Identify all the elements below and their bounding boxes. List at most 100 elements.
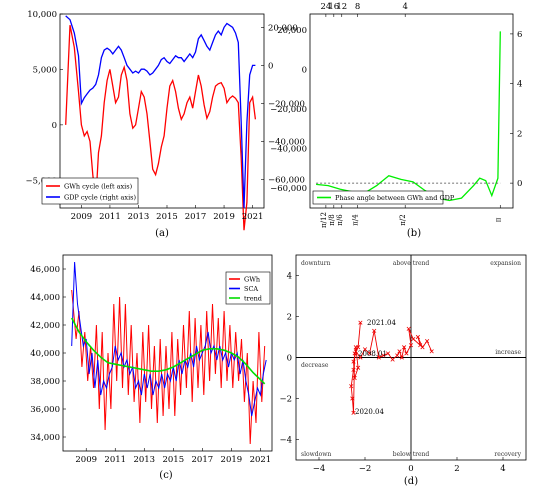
legend-label-phase-angle: Phase angle between GWh and GDP	[335, 194, 455, 202]
y-left-tick-label-0: 10,000	[27, 10, 57, 20]
panel-b-legend-box	[312, 190, 444, 205]
point-marker-stroke	[349, 384, 354, 389]
panel-a-series	[65, 15, 257, 231]
panel-d-axes	[296, 255, 526, 460]
point-marker-stroke	[402, 345, 407, 350]
legend-label-sca: SCA	[244, 285, 258, 293]
x-tick-label-2021: 2021	[242, 212, 264, 222]
point-marker-stroke	[385, 351, 391, 356]
point-marker-stroke	[429, 349, 434, 354]
c-x-tick-label-2011: 2011	[104, 455, 126, 465]
panel-a-x-ticks: 2009 2011 2013 2015 2017 2019 2021	[71, 205, 264, 222]
d-x-tick-label-3: 2	[454, 464, 459, 474]
d-y-tick-label-4: −4	[279, 436, 292, 446]
quadrant-label-mid-right: increase	[495, 349, 521, 356]
series-line-gwh	[71, 289, 266, 445]
panel-c-y-ticks: 46,000 44,000 42,000 40,000 38,000 36,000 34,0…	[30, 265, 66, 443]
trajectory-point	[381, 353, 386, 358]
trajectory-point	[399, 355, 404, 360]
point-marker-stroke	[376, 355, 381, 360]
d-x-tick-label-2: 0	[408, 464, 413, 474]
panel-b-y-ticks-left: 20,000 0 −20,000 −40,000 −60,000	[270, 26, 307, 194]
b-y-right-tick-label-2: 2	[517, 129, 522, 139]
point-marker-stroke	[397, 349, 402, 354]
panel-d-y-ticks: 4 2 0 −2 −4	[279, 272, 299, 446]
point-marker-stroke	[404, 351, 409, 356]
point-marker-stroke	[362, 347, 368, 352]
b-y-right-tick-label-4: 4	[517, 80, 522, 90]
panel-d-x-ticks: −4 −2 0 2 4	[313, 457, 506, 474]
trajectory-point	[356, 365, 361, 370]
d-x-tick-label-4: 4	[500, 464, 505, 474]
top-tick-label-16: 16	[328, 2, 339, 12]
b-y-left-tick-label-3: −40,000	[270, 145, 307, 155]
panel-d-series	[349, 320, 434, 415]
quadrant-label-bottom-right: recovery	[494, 451, 521, 458]
trajectory-point	[429, 349, 434, 354]
d-y-tick-label-0: 4	[287, 272, 292, 282]
panel-d: −4 −2 0 2 4 4 2 0 −2 −4 downturn above trend exp…	[279, 254, 527, 487]
panel-c-caption: (c)	[159, 470, 173, 481]
series-line-phase-angle-between-gwh-and-gdp	[316, 31, 501, 202]
c-x-tick-label-2015: 2015	[162, 455, 184, 465]
point-marker-stroke	[351, 367, 356, 372]
trajectory-point	[404, 351, 409, 356]
panel-d-quadrant-labels: downturn above trend expansion decrease …	[301, 260, 522, 458]
panel-b-frame	[309, 13, 514, 209]
panel-b-legend: Phase angle between GWh and GDP	[312, 190, 455, 205]
trajectory-point	[372, 328, 377, 333]
y-right-tick-label-4: −60,000	[268, 175, 305, 185]
c-y-tick-label-0: 46,000	[30, 265, 60, 275]
point-marker-stroke	[408, 343, 414, 348]
b-y-right-tick-label-6: 6	[517, 30, 522, 40]
panel-b-y-ticks-right: 6 4 2 0	[510, 30, 522, 189]
point-marker-stroke	[356, 345, 361, 350]
panel-a: 2009 2011 2013 2015 2017 2019 2021 10,000 5,000…	[26, 10, 305, 239]
trajectory-point	[397, 349, 402, 354]
y-right-tick-label-2: −20,000	[268, 99, 305, 109]
trajectory-point	[376, 355, 381, 360]
x-tick-label-2009: 2009	[71, 212, 93, 222]
bottom-tick-label-4: π/2	[399, 214, 407, 225]
point-marker-stroke	[372, 328, 377, 333]
annotation-2021-04: 2021.04	[367, 319, 396, 327]
trajectory-point	[351, 359, 356, 364]
b-y-left-tick-label-2: −20,000	[270, 105, 307, 115]
y-right-tick-label-3: −40,000	[268, 137, 305, 147]
point-marker-stroke	[351, 359, 356, 364]
bottom-tick-label-2: π/6	[336, 214, 344, 226]
series-line-gwh-cycle-left-axis	[65, 24, 257, 231]
series-line-trend	[70, 317, 266, 385]
point-marker-stroke	[350, 396, 355, 401]
panel-c-series	[70, 261, 267, 445]
panel-c: 2009 2011 2013 2015 2017 2019 2021 46,000 44,00…	[30, 254, 273, 481]
legend-label-gwh-cycle: GWh cycle (left axis)	[64, 183, 133, 191]
trajectory-point	[411, 336, 416, 342]
y-right-tick-label-0: 20,000	[268, 23, 298, 33]
trajectory-point	[352, 351, 357, 356]
quadrant-label-top-right: expansion	[490, 260, 521, 267]
d-x-tick-label-1: −2	[359, 464, 372, 474]
bottom-tick-label-0: π/12	[320, 212, 328, 228]
x-tick-label-2013: 2013	[128, 212, 150, 222]
point-marker-stroke	[356, 365, 361, 370]
b-y-left-tick-label-4: −60,000	[270, 184, 307, 194]
panel-b-caption: (b)	[407, 228, 421, 239]
c-y-tick-label-5: 36,000	[30, 405, 60, 415]
trajectory-point	[415, 334, 420, 340]
c-x-tick-label-2021: 2021	[250, 455, 272, 465]
b-y-left-tick-label-1: 0	[302, 65, 307, 75]
legend-label-trend: trend	[244, 295, 262, 303]
panel-a-y-ticks-right: 20,000 0 −20,000 −40,000 −60,000	[261, 23, 305, 185]
point-marker-stroke	[399, 355, 404, 360]
trajectory-point	[385, 351, 391, 356]
c-x-tick-label-2009: 2009	[75, 455, 97, 465]
series-line-sca	[71, 261, 267, 417]
point-marker-stroke	[420, 345, 425, 350]
y-left-tick-label-3: −5,000	[26, 176, 57, 186]
point-marker-stroke	[367, 351, 372, 356]
c-y-tick-label-3: 40,000	[30, 349, 60, 359]
point-marker-stroke	[418, 343, 423, 348]
